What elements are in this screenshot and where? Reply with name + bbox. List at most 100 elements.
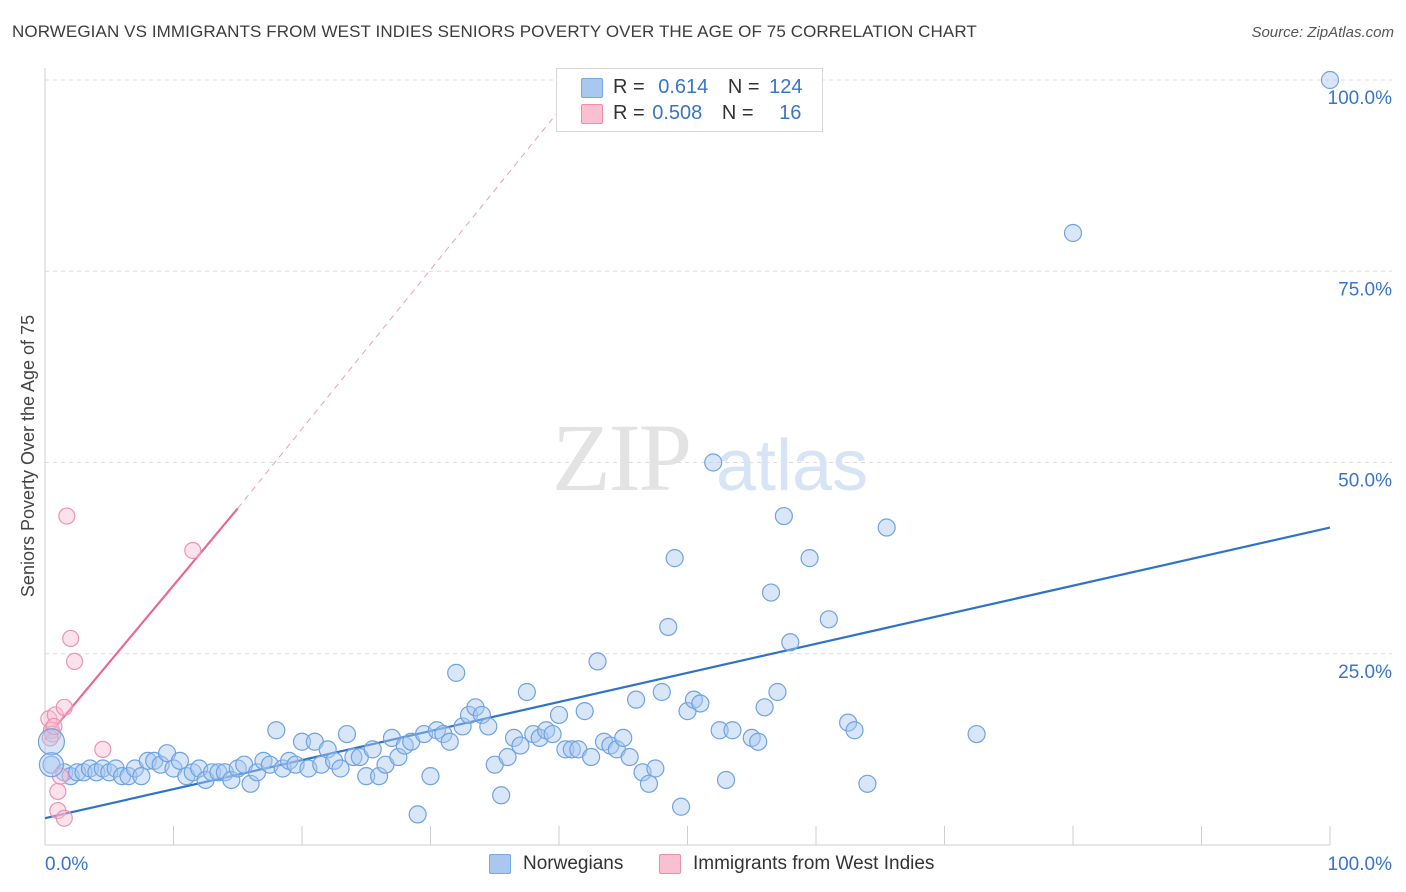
west-indies-legend-swatch — [659, 854, 681, 874]
source-label: Source: ZipAtlas.com — [1251, 24, 1394, 41]
west-indies-point — [94, 740, 112, 758]
norwegians-point — [344, 747, 363, 767]
norwegians-point — [575, 702, 594, 721]
norwegians-point — [267, 721, 286, 740]
norwegians-point — [710, 721, 729, 740]
norwegians-point — [582, 747, 601, 767]
norwegians-point — [652, 682, 671, 702]
norwegians-point — [318, 740, 337, 759]
norwegians-point — [626, 690, 646, 709]
norwegians-point — [665, 549, 684, 568]
n-value: 124 — [769, 76, 803, 98]
norwegians-point — [292, 732, 312, 751]
watermark: ZIP atlas — [552, 404, 868, 511]
stats-legend: R = 0.614 N = 124 R = 0.508 N = 16 — [556, 68, 823, 132]
norwegians-point — [440, 732, 459, 751]
r-label: R = — [613, 102, 645, 124]
norwegians-point — [800, 549, 819, 568]
norwegians-point — [472, 705, 491, 725]
norwegians-point — [479, 717, 498, 736]
norwegians-point — [749, 732, 768, 751]
norwegians-point — [646, 759, 665, 778]
norwegians-point — [370, 767, 389, 786]
norwegians-point — [639, 774, 659, 793]
norwegians-point — [357, 767, 376, 786]
west-indies-swatch — [581, 104, 603, 124]
data-points — [37, 70, 1340, 827]
norwegians-point — [659, 617, 678, 637]
norwegians-point — [447, 663, 466, 682]
norwegians-point — [408, 805, 427, 824]
norwegians-point — [877, 518, 896, 537]
norwegians-point — [819, 610, 838, 629]
west-indies-point — [184, 541, 202, 560]
norwegians-point — [1063, 223, 1083, 243]
norwegians-point — [781, 633, 800, 652]
chart-title: NORWEGIAN VS IMMIGRANTS FROM WEST INDIES… — [12, 22, 977, 41]
west-indies-point — [49, 782, 67, 801]
norwegians-swatch — [581, 78, 603, 98]
norwegians-trend-line — [44, 526, 1331, 820]
norwegians-point — [38, 752, 65, 778]
norwegians-point — [556, 740, 575, 759]
norwegians-point — [562, 740, 581, 759]
norwegians-point — [620, 747, 639, 767]
west-indies-point — [55, 809, 73, 827]
norwegians-point — [517, 682, 536, 702]
n-label: N = — [727, 76, 760, 98]
norwegians-point — [716, 770, 736, 790]
y-axis-label: Seniors Poverty Over the Age of 75 — [18, 315, 38, 597]
y-tick-labels: 25.0% 50.0% 75.0% 100.0% — [1328, 88, 1393, 683]
norwegians-point — [37, 728, 66, 756]
r-value: 0.614 — [658, 76, 709, 98]
norwegians-point — [453, 717, 472, 736]
norwegians-point — [498, 747, 517, 767]
norwegians-point — [222, 770, 241, 790]
y-tick-label: 25.0% — [1338, 662, 1392, 683]
norwegians-point — [492, 786, 511, 805]
norwegians-point — [671, 797, 691, 816]
norwegians-point — [858, 774, 877, 793]
norwegians-point — [845, 721, 864, 740]
norwegians-legend-swatch — [489, 854, 511, 874]
norwegians-point — [331, 759, 350, 778]
norwegians-point — [1320, 70, 1340, 90]
norwegians-point — [768, 682, 787, 702]
trend-lines — [44, 110, 1331, 820]
y-tick-label: 75.0% — [1338, 279, 1392, 300]
west-indies-point — [65, 652, 84, 671]
west-indies-point — [55, 698, 73, 716]
norwegians-point — [170, 751, 190, 770]
r-value: 0.508 — [652, 102, 703, 124]
x-tick-label: 0.0% — [45, 854, 88, 875]
norwegians-legend-label: Norwegians — [523, 853, 624, 874]
x-tick-label: 100.0% — [1328, 854, 1393, 875]
norwegians-point — [704, 453, 723, 472]
watermark-atlas: atlas — [716, 426, 868, 506]
norwegians-point — [588, 652, 607, 671]
norwegians-point — [614, 728, 633, 748]
norwegians-point — [421, 767, 440, 786]
norwegians-point — [363, 740, 382, 759]
axes — [44, 68, 1331, 846]
west-indies-point — [58, 507, 76, 525]
n-label: N = — [721, 102, 754, 124]
norwegians-point — [337, 724, 357, 744]
watermark-zip: ZIP — [552, 404, 690, 511]
norwegians-point — [755, 698, 774, 717]
x-tick-labels: 0.0% 100.0% — [45, 854, 1392, 875]
norwegians-point — [774, 506, 793, 526]
west-indies-point — [62, 629, 80, 648]
west-indies-legend-label: Immigrants from West Indies — [693, 853, 935, 874]
norwegians-point — [543, 724, 562, 744]
norwegians-point — [723, 721, 742, 740]
norwegians-point — [511, 736, 530, 755]
norwegians-point — [691, 694, 710, 713]
norwegians-point — [132, 767, 151, 786]
norwegians-point — [202, 763, 222, 782]
norwegians-point — [389, 747, 408, 767]
norwegians-point — [761, 583, 781, 602]
y-tick-label: 50.0% — [1338, 471, 1392, 492]
y-tick-label: 100.0% — [1328, 88, 1393, 109]
n-value: 16 — [779, 102, 802, 124]
